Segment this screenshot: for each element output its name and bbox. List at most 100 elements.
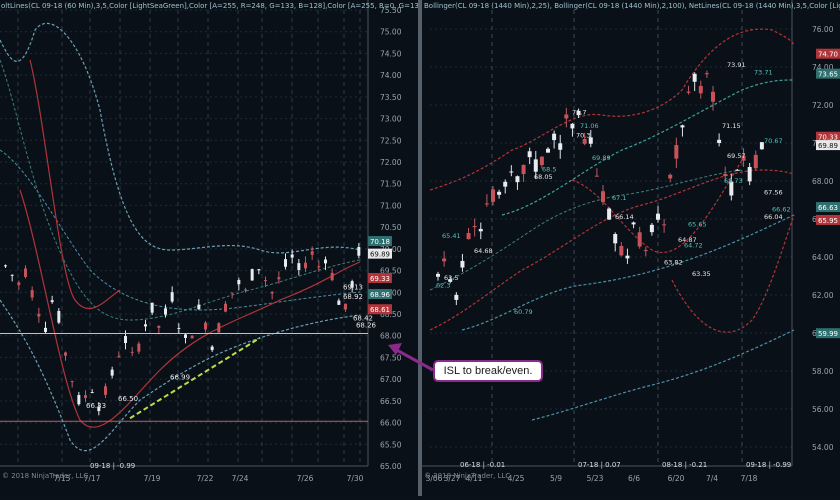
x-tick-label: 5/23: [587, 474, 604, 483]
candle-body: [197, 304, 201, 310]
teal-band: [0, 59, 361, 321]
price-badge: [816, 214, 840, 225]
level-label: 63.82: [664, 259, 683, 267]
candle-body: [57, 310, 61, 323]
price-badge: [816, 328, 840, 339]
upper-bollinger-100: [429, 28, 795, 191]
price-badge-text: 68.61: [370, 306, 390, 314]
candle-body: [607, 208, 612, 220]
price-badge: [368, 272, 392, 283]
contract-label: 09-18 | -0.99: [746, 461, 791, 469]
level-label: 60.79: [514, 308, 533, 316]
candle-body: [436, 273, 440, 277]
x-tick-label: 5/9: [550, 474, 562, 483]
candle-body: [509, 171, 514, 173]
x-tick-label: 7/4: [706, 474, 718, 483]
candle-body: [619, 245, 624, 256]
price-badge-text: 73.65: [818, 71, 838, 79]
candle-body: [460, 260, 465, 268]
level-label: 66.62: [772, 205, 791, 213]
candle-body: [741, 155, 746, 161]
candle-body: [753, 154, 758, 169]
y-tick-label: 65.50: [380, 440, 402, 449]
candle-body: [10, 274, 14, 276]
candle-body: [290, 254, 294, 258]
candle-body: [130, 351, 134, 353]
isl-callout: ISL to break/even.: [433, 360, 543, 382]
panel-divider[interactable]: [418, 0, 422, 496]
candle-body: [204, 322, 207, 330]
candle-body: [337, 300, 341, 305]
candle-body: [304, 262, 307, 269]
x-tick-label: 7/26: [297, 474, 314, 483]
candle-body: [324, 259, 327, 264]
level-label: 73.91: [727, 61, 746, 69]
candle-body: [217, 323, 221, 333]
level-label: 68.26: [356, 321, 377, 329]
x-tick-label: 7/30: [347, 474, 364, 483]
level-label: 71.15: [722, 122, 741, 130]
left-chart[interactable]: 75.50 75.00 74.50 74.00 73.50 73.00 72.50 72.00…: [0, 0, 439, 496]
level-label: 67.56: [764, 188, 783, 196]
chart-header: oltLines(CL 09-18 (60 Min),3,5,Color [Li…: [1, 2, 418, 10]
candle-body: [546, 148, 550, 153]
candle-body: [759, 142, 764, 150]
candle-body: [297, 263, 301, 270]
level-label: 68.5: [542, 166, 556, 174]
price-badge: [816, 48, 840, 59]
candle-body: [552, 133, 557, 141]
y-tick-label: 74.00: [380, 71, 402, 80]
candle-body: [90, 392, 94, 394]
level-label: 69.13: [343, 284, 363, 292]
candle-body: [270, 291, 274, 294]
price-badge-text: 69.89: [370, 251, 390, 259]
candle-body: [144, 324, 147, 327]
contract-label: 09-18 | -0.99: [90, 462, 135, 470]
candle-body: [442, 258, 447, 262]
level-label: 64.87: [678, 236, 697, 244]
price-badge-text: 74.70: [818, 51, 838, 59]
y-tick-label: 74.00: [812, 63, 834, 72]
lower-band: [0, 299, 361, 452]
candle-body: [44, 327, 47, 332]
y-tick-label: 65.00: [380, 462, 402, 471]
candle-body: [284, 259, 287, 267]
y-tick-label: 64.00: [812, 253, 834, 262]
right-chart-panel[interactable]: 76.0074.0072.0070.0068.0066.0064.0062.00…: [422, 0, 840, 496]
price-badge-text: 65.95: [818, 217, 838, 225]
y-tick-label: 72.00: [380, 158, 402, 167]
candle-body: [50, 300, 54, 303]
level-label: 66.04: [764, 213, 783, 221]
level-label: 71.7: [572, 109, 586, 117]
candle-body: [190, 335, 194, 339]
copyright: © 2018 NinjaTrader, LLC: [424, 472, 510, 480]
candle-body: [729, 181, 734, 196]
y-tick-label: 75.00: [380, 28, 402, 37]
level-label: 63.35: [692, 270, 711, 278]
right-chart[interactable]: 76.0074.0072.0070.0068.0066.0064.0062.00…: [422, 0, 840, 496]
candle-body: [625, 255, 630, 259]
candle-body: [317, 266, 321, 268]
red-mid: [571, 159, 743, 253]
candle-body: [344, 303, 347, 310]
candle-body: [594, 175, 599, 177]
candle-body: [37, 313, 41, 317]
left-chart-panel[interactable]: 75.50 75.00 74.50 74.00 73.50 73.00 72.50 72.00…: [0, 0, 439, 496]
x-tick-label: 3/06: [426, 474, 443, 483]
lower-bollinger-100: [429, 169, 795, 331]
candle-body: [735, 169, 740, 171]
candle-body: [503, 181, 508, 187]
y-tick-label: 72.50: [380, 136, 402, 145]
y-tick-label: 62.00: [812, 291, 834, 300]
candle-body: [184, 334, 187, 338]
price-badge-text: 70.33: [818, 134, 838, 142]
candle-body: [310, 251, 314, 255]
candle-body: [698, 85, 703, 94]
candle-body: [230, 292, 234, 294]
x-tick-label: 4/11: [466, 474, 483, 483]
y-tick-label: 73.00: [380, 115, 402, 124]
candle-body: [564, 114, 569, 119]
y-tick-label: 58.00: [812, 367, 834, 376]
candle-body: [330, 272, 334, 281]
y-tick-label: 70.50: [380, 223, 402, 232]
